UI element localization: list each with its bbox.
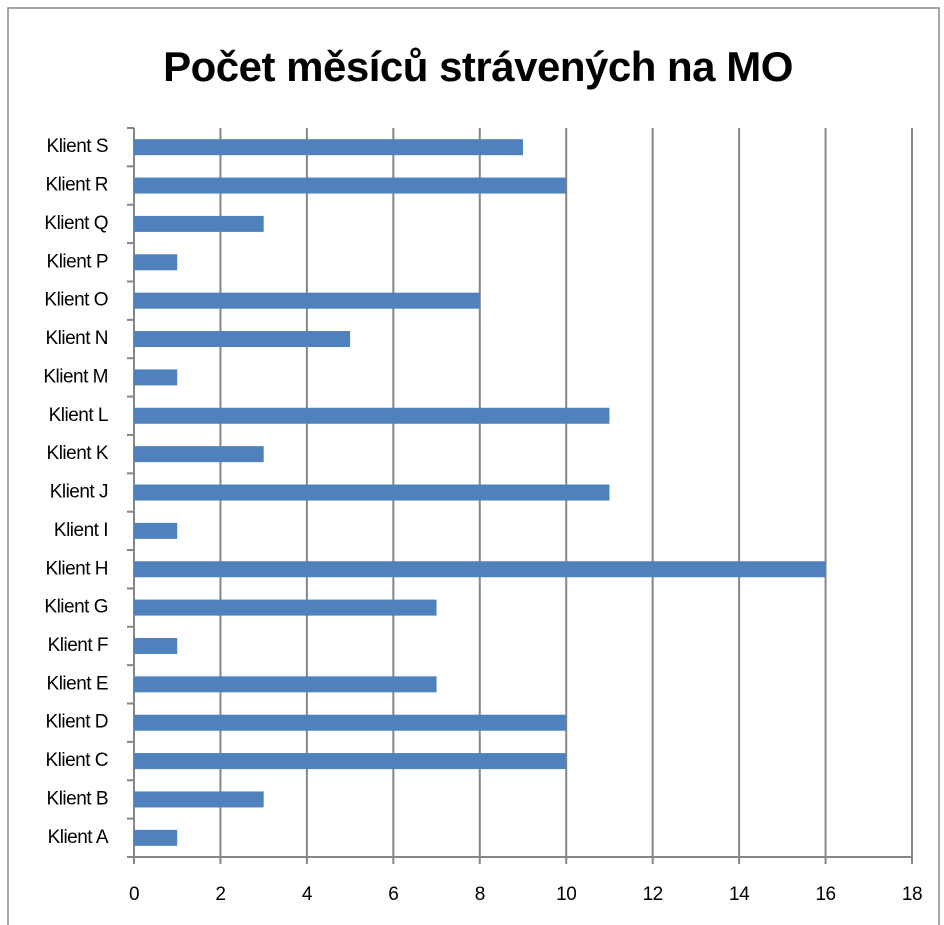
y-tick-label: Klient K bbox=[47, 443, 109, 464]
y-tick-label: Klient B bbox=[47, 788, 108, 809]
y-tick-label: Klient I bbox=[54, 520, 108, 541]
bar bbox=[134, 637, 178, 654]
y-tick-label: Klient L bbox=[49, 405, 108, 426]
x-tick-label: 10 bbox=[556, 884, 576, 905]
y-tick-label: Klient O bbox=[44, 290, 108, 311]
bar bbox=[134, 753, 567, 770]
bar bbox=[134, 177, 567, 194]
x-tick-label: 6 bbox=[388, 884, 398, 905]
y-tick-label: Klient E bbox=[47, 673, 108, 694]
bar bbox=[134, 446, 264, 463]
x-tick-label: 2 bbox=[215, 884, 225, 905]
x-tick-label: 8 bbox=[475, 884, 485, 905]
x-tick-label: 0 bbox=[129, 884, 139, 905]
bar bbox=[134, 215, 264, 232]
bar bbox=[134, 292, 480, 309]
y-tick-label: Klient P bbox=[47, 251, 108, 272]
y-tick-label: Klient C bbox=[45, 750, 108, 771]
y-tick-label: Klient J bbox=[50, 482, 108, 503]
y-tick-label: Klient D bbox=[45, 712, 108, 733]
bar bbox=[134, 484, 610, 501]
bar bbox=[134, 791, 264, 808]
bar bbox=[134, 561, 826, 578]
y-tick-label: Klient R bbox=[45, 175, 108, 196]
x-tick-label: 16 bbox=[815, 884, 835, 905]
y-tick-label: Klient M bbox=[43, 366, 108, 387]
y-tick-label: Klient H bbox=[45, 558, 108, 579]
bar bbox=[134, 369, 178, 386]
y-tick-label: Klient Q bbox=[44, 213, 108, 234]
x-tick-label: 4 bbox=[302, 884, 313, 905]
bar bbox=[134, 599, 437, 616]
bar bbox=[134, 139, 523, 156]
bar bbox=[134, 331, 351, 348]
y-tick-label: Klient S bbox=[47, 136, 108, 157]
bar bbox=[134, 829, 178, 846]
chart-title: Počet měsíců strávených na MO bbox=[163, 43, 793, 90]
y-tick-label: Klient F bbox=[48, 635, 108, 656]
chart-frame bbox=[7, 7, 940, 925]
y-tick-label: Klient G bbox=[44, 597, 108, 618]
bar bbox=[134, 676, 437, 693]
y-tick-label: Klient A bbox=[48, 827, 109, 848]
x-tick-label: 14 bbox=[729, 884, 750, 905]
x-tick-label: 18 bbox=[902, 884, 922, 905]
bar bbox=[134, 254, 178, 271]
bar bbox=[134, 522, 178, 539]
bar bbox=[134, 714, 567, 731]
bar bbox=[134, 407, 610, 424]
y-tick-label: Klient N bbox=[45, 328, 108, 349]
x-tick-label: 12 bbox=[643, 884, 663, 905]
